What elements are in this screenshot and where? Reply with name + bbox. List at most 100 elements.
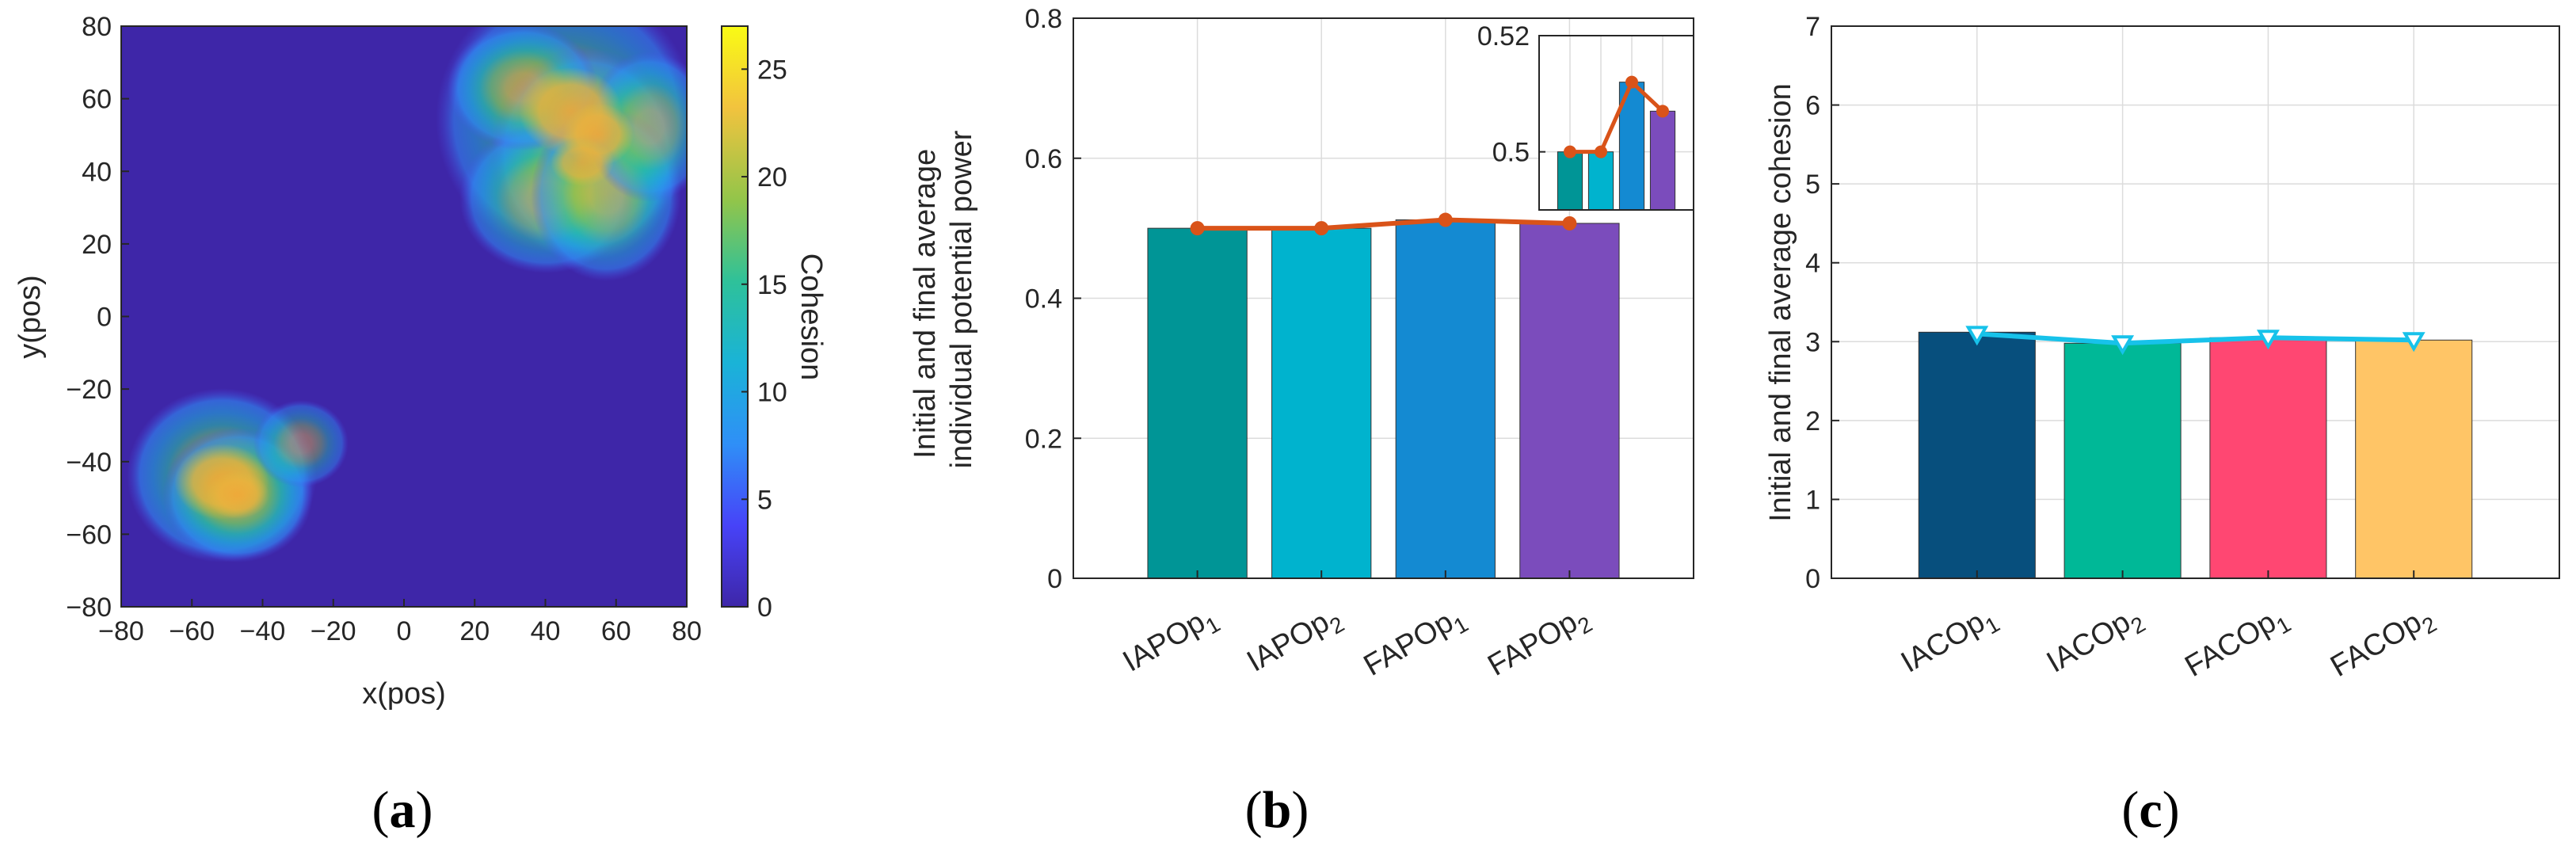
c-trend-point	[2256, 330, 2280, 350]
inset-trend-point	[1656, 105, 1669, 118]
inset-trend-line	[1564, 75, 1669, 158]
b-x-tick-label: FAPOp2	[1482, 599, 1596, 687]
c-y-tick-label: 5	[1805, 170, 1820, 200]
inset-y-tick-label: 0.5	[1492, 138, 1530, 168]
panel-c-bars	[1918, 331, 2473, 579]
heatmap-y-tick-label: 0	[97, 303, 112, 333]
b-x-tick-label: FAPOp1	[1358, 599, 1473, 687]
b-bar-1	[1147, 227, 1248, 579]
heatmap-y-tick-label: −20	[66, 375, 112, 405]
inset-bar-4	[1649, 110, 1676, 211]
colorbar-tick-label: 25	[757, 55, 787, 85]
panel-b-y-ticks: 0 0.2 0.4 0.6 0.8	[1025, 4, 1081, 594]
heatmap-y-tick-label: −40	[66, 448, 112, 478]
c-trend-point	[2111, 335, 2135, 356]
panel-b-bars	[1147, 219, 1620, 579]
heatmap-x-tick-label: 0	[397, 616, 412, 646]
heatmap-x-tick-label: 80	[672, 616, 702, 646]
colorbar-tick-label: 10	[757, 378, 787, 408]
c-y-tick-label: 7	[1805, 12, 1820, 42]
c-trend-point	[1965, 326, 1989, 346]
panel-c-y-ticks: 0 1 2 3 4 5 6 7	[1805, 12, 1839, 594]
inset-frame	[1538, 35, 1694, 211]
inset-y-tick-label: 0.52	[1477, 21, 1530, 51]
heatmap-x-tick-label: −40	[240, 616, 286, 646]
c-y-tick-label: 4	[1805, 249, 1820, 279]
b-trend-polyline	[1197, 217, 1570, 231]
b-bar-2	[1271, 227, 1372, 579]
inset-y-ticks: 0.52 0.5	[1477, 21, 1545, 168]
inset-trend-point	[1625, 75, 1638, 89]
c-trend-point	[2402, 332, 2425, 353]
cluster-lower-left	[127, 388, 349, 562]
heatmap-x-tick-label: 20	[459, 616, 490, 646]
inset-bars	[1557, 82, 1676, 211]
heatmap-y-tick-label: 20	[82, 230, 112, 260]
b-y-tick-label: 0.6	[1025, 144, 1062, 174]
c-y-tick-label: 2	[1805, 406, 1820, 436]
c-y-tick-label: 0	[1805, 564, 1820, 594]
caption-c: (c)	[2121, 781, 2179, 839]
caption-b: (b)	[1245, 781, 1309, 839]
cluster-upper-right	[436, 26, 687, 281]
c-bar-1	[1918, 331, 2036, 579]
inset-bar-2	[1587, 151, 1614, 211]
panel-c-bar-chart: 0 1 2 3 4 5 6 7 IACOp1 IACOp2 FACOp1 FACOp2 Initia…	[1764, 12, 2560, 839]
colorbar-tick-label: 0	[757, 593, 772, 623]
b-y-tick-label: 0.2	[1025, 424, 1062, 454]
b-x-tick-base: IAPOp	[1241, 605, 1335, 678]
b-trend-point	[1314, 221, 1329, 236]
b-x-tick-base: FAPOp	[1358, 605, 1459, 683]
b-x-tick-base: FAPOp	[1482, 605, 1583, 683]
panel-c-x-ticks: IACOp1 IACOp2 FACOp1 FACOp2	[1896, 570, 2441, 688]
c-x-tick-label: IACOp1	[1896, 599, 2004, 684]
panel-b-bar-chart: 0 0.2 0.4 0.6 0.8 IAPOp1 IAPOp2 FAPOp1 FAPOp2 I…	[909, 4, 1694, 839]
heatmap-x-tick-label: −60	[169, 616, 215, 646]
c-bar-3	[2209, 337, 2327, 579]
c-trend-polyline	[1976, 331, 2414, 346]
heatmap-x-tick-label: −80	[98, 616, 144, 646]
caption-a: (a)	[372, 781, 433, 839]
panel-c-frame	[1831, 25, 2560, 579]
b-bar-4	[1519, 223, 1620, 579]
inset-trend-point	[1564, 145, 1576, 158]
c-y-tick-label: 1	[1805, 485, 1820, 515]
colorbar-tick-label: 15	[757, 270, 787, 300]
panel-c-y-label: Initial and final average cohesion	[1764, 83, 1797, 522]
panel-a-heatmap: −80 −60 −40 −20 0 20 40 60 80 80 60 40 20 0 −20 −40 −60…	[13, 12, 828, 839]
heatmap-y-tick-label: 40	[82, 157, 112, 187]
c-bar-4	[2355, 339, 2473, 579]
b-trend-point	[1190, 221, 1205, 236]
b-trend-point	[1438, 212, 1453, 227]
inset-bar-1	[1557, 151, 1583, 211]
c-x-tick-base: IACOp	[2041, 605, 2136, 679]
b-y-tick-label: 0	[1047, 564, 1062, 594]
c-y-tick-label: 6	[1805, 91, 1820, 121]
colorbar-label: Cohesion	[795, 253, 828, 381]
colorbar-tick-label: 5	[757, 485, 772, 515]
heatmap-y-tick-label: −60	[66, 520, 112, 550]
c-x-tick-label: FACOp2	[2325, 599, 2441, 688]
colorbar-ticks: 25 20 15 10 5 0	[741, 55, 787, 623]
heatmap-y-ticks: 80 60 40 20 0 −20 −40 −60 −80	[66, 12, 129, 623]
heatmap-x-tick-label: 60	[601, 616, 631, 646]
panel-b-x-ticks: IAPOp1 IAPOp2 FAPOp1 FAPOp2	[1118, 570, 1596, 687]
heatmap-x-ticks: −80 −60 −40 −20 0 20 40 60 80	[98, 599, 702, 646]
b-y-tick-label: 0.8	[1025, 4, 1062, 34]
c-x-tick-label: IACOp2	[2041, 599, 2150, 684]
heatmap-y-tick-label: 80	[82, 12, 112, 42]
panel-c-trend-line	[1965, 326, 2425, 356]
c-x-tick-base: IACOp	[1896, 605, 1991, 679]
heatmap-x-tick-label: −20	[311, 616, 356, 646]
b-bar-3	[1395, 219, 1496, 579]
colorbar	[721, 25, 749, 608]
inset-trend-point	[1595, 145, 1607, 158]
heatmap-y-tick-label: −80	[66, 593, 112, 623]
c-y-tick-label: 3	[1805, 327, 1820, 357]
panel-b-trend-line	[1190, 212, 1577, 236]
c-x-tick-base: FACOp	[2179, 605, 2281, 684]
c-bar-2	[2063, 342, 2182, 579]
colorbar-tick-label: 20	[757, 162, 787, 192]
panel-b-inset: 0.52 0.5	[1477, 21, 1694, 211]
